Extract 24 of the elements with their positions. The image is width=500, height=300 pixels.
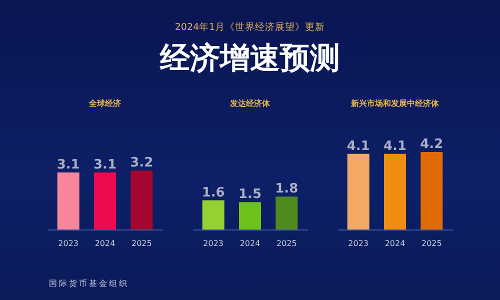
x-tick-label: 2025: [276, 239, 297, 248]
x-tick-label: 2024: [240, 239, 260, 248]
x-tick-label: 2024: [384, 239, 406, 248]
x-tick-label: 2023: [203, 239, 224, 248]
x-tick-label: 2025: [131, 239, 152, 248]
data-label: 4.1: [383, 138, 407, 154]
chart-title: 发达经济体: [229, 98, 271, 108]
text: 国际货币基金组织: [49, 279, 129, 288]
data-label: 3.1: [93, 157, 117, 172]
data-label: 4.2: [420, 137, 444, 152]
data-label: 3.1: [56, 157, 80, 172]
text: 2024年1月《世界经济展望》更新: [174, 21, 326, 33]
data-label: 4.1: [346, 138, 370, 154]
text: 经济增速预测: [159, 41, 340, 76]
data-label: 1.8: [275, 182, 298, 197]
data-label: 1.5: [238, 187, 262, 202]
data-label: 3.2: [130, 156, 154, 171]
data-label: 1.6: [202, 185, 225, 200]
chart-title: 全球经济: [88, 98, 121, 108]
x-tick-label: 2024: [94, 239, 116, 248]
x-tick-label: 2025: [421, 239, 442, 248]
x-tick-label: 2023: [58, 239, 79, 248]
x-tick-label: 2023: [348, 239, 369, 248]
chart-title: 新兴市场和发展中经济体: [350, 98, 440, 108]
